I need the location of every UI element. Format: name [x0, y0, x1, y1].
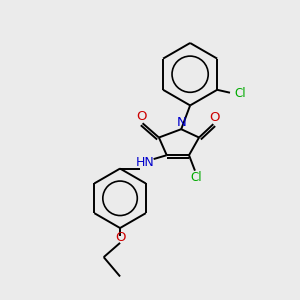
Text: O: O — [136, 110, 146, 123]
Text: Cl: Cl — [234, 87, 246, 100]
Text: O: O — [209, 111, 220, 124]
Text: O: O — [115, 231, 125, 244]
Text: HN: HN — [136, 156, 155, 169]
Text: N: N — [176, 116, 186, 129]
Text: Cl: Cl — [190, 171, 202, 184]
